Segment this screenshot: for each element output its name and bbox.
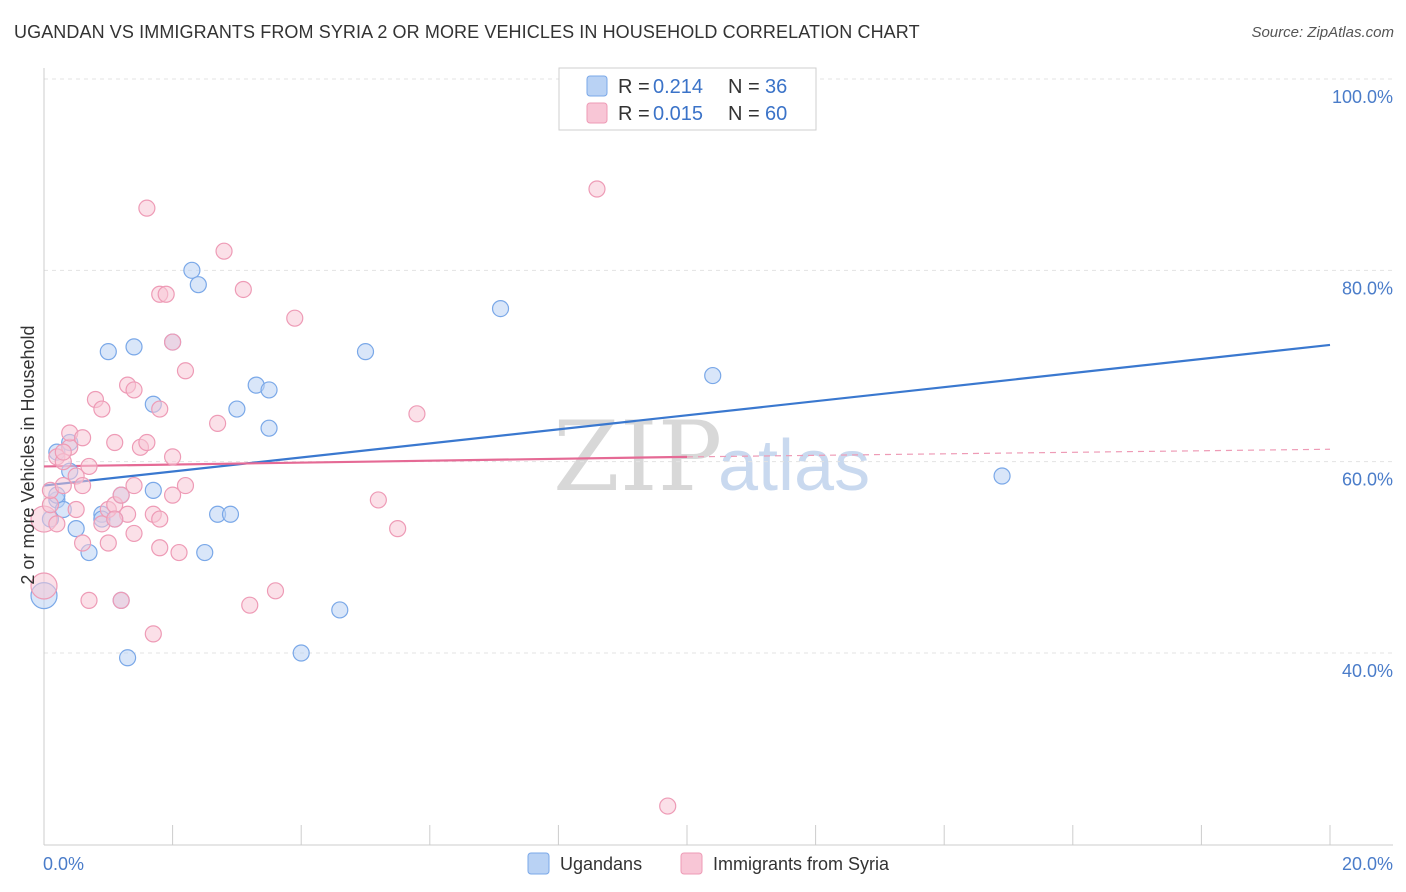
point-syria bbox=[170, 543, 188, 562]
y-axis-label: 2 or more Vehicles in Household bbox=[18, 325, 38, 584]
point-syria bbox=[80, 457, 98, 476]
point-syria bbox=[112, 486, 130, 504]
point-ugandans bbox=[704, 366, 722, 385]
point-syria bbox=[176, 476, 195, 495]
point-ugandans bbox=[331, 601, 349, 619]
point-syria bbox=[369, 491, 387, 509]
point-ugandans bbox=[260, 419, 278, 437]
watermark-atlas: atlas bbox=[718, 426, 870, 506]
legend: R = 0.214 N = 36 R = 0.015 N = 60 bbox=[558, 67, 817, 131]
point-syria bbox=[138, 433, 156, 452]
legend-r-label-1: R = bbox=[618, 76, 650, 98]
point-syria bbox=[138, 199, 156, 217]
legend-r-value-1: 0.214 bbox=[653, 76, 703, 98]
trend-line-ugandans bbox=[43, 343, 1331, 487]
point-syria bbox=[151, 510, 169, 528]
legend-r-label-2: R = bbox=[618, 103, 650, 125]
source-credit: Source: ZipAtlas.com bbox=[1251, 24, 1394, 41]
point-syria bbox=[144, 625, 162, 643]
point-syria bbox=[48, 515, 66, 533]
legend-swatch-ugandans bbox=[586, 75, 608, 97]
point-ugandans bbox=[491, 300, 510, 318]
point-syria bbox=[41, 496, 60, 514]
point-syria bbox=[209, 414, 227, 432]
point-syria bbox=[93, 400, 111, 418]
legend-n-value-1: 36 bbox=[765, 76, 787, 98]
point-syria bbox=[266, 582, 285, 600]
point-syria bbox=[176, 362, 195, 380]
point-syria bbox=[125, 476, 143, 495]
point-ugandans bbox=[144, 481, 162, 499]
point-ugandans bbox=[189, 276, 207, 294]
point-syria bbox=[73, 429, 92, 447]
point-syria bbox=[164, 448, 182, 466]
point-syria bbox=[30, 572, 58, 600]
point-syria bbox=[151, 539, 169, 557]
y-tick-label: 60.0% bbox=[1342, 470, 1393, 490]
gridlines bbox=[44, 78, 1393, 654]
point-ugandans bbox=[228, 400, 246, 418]
point-syria bbox=[659, 797, 677, 815]
point-ugandans bbox=[183, 261, 201, 279]
legend-swatch-syria bbox=[586, 102, 608, 124]
bottom-legend-swatch-syria bbox=[680, 852, 703, 875]
point-syria bbox=[106, 433, 124, 452]
point-syria bbox=[215, 242, 233, 260]
point-ugandans bbox=[67, 520, 85, 538]
trend-line-syria bbox=[43, 455, 688, 468]
x-tick-max: 20.0% bbox=[1342, 854, 1393, 874]
point-syria bbox=[389, 520, 407, 538]
point-syria bbox=[241, 596, 259, 614]
point-syria bbox=[106, 510, 124, 528]
point-syria bbox=[588, 180, 606, 198]
data-points bbox=[30, 180, 1011, 815]
point-ugandans bbox=[356, 343, 375, 361]
point-syria bbox=[164, 486, 182, 504]
bottom-legend-ugandans: Ugandans bbox=[560, 854, 642, 874]
point-syria bbox=[80, 591, 98, 609]
point-syria bbox=[125, 524, 143, 543]
legend-n-label-1: N = bbox=[728, 76, 760, 98]
point-ugandans bbox=[260, 381, 278, 399]
point-ugandans bbox=[125, 338, 143, 356]
trend-line-syria-extension bbox=[686, 448, 1331, 458]
point-syria bbox=[408, 405, 426, 423]
legend-n-value-2: 60 bbox=[765, 103, 787, 125]
point-ugandans bbox=[99, 343, 117, 361]
y-tick-label: 40.0% bbox=[1342, 661, 1393, 681]
point-syria bbox=[125, 381, 143, 399]
axes bbox=[43, 68, 1393, 846]
point-syria bbox=[112, 591, 130, 609]
point-syria bbox=[157, 285, 175, 303]
point-syria bbox=[286, 309, 304, 327]
point-ugandans bbox=[118, 649, 137, 667]
point-syria bbox=[164, 333, 182, 351]
legend-r-value-2: 0.015 bbox=[653, 103, 703, 125]
point-syria bbox=[73, 476, 92, 495]
y-tick-label: 100.0% bbox=[1332, 87, 1393, 107]
point-syria bbox=[234, 280, 252, 299]
chart-title: UGANDAN VS IMMIGRANTS FROM SYRIA 2 OR MO… bbox=[14, 22, 920, 42]
point-syria bbox=[67, 500, 85, 519]
point-ugandans bbox=[292, 644, 310, 662]
y-tick-label: 80.0% bbox=[1342, 278, 1393, 298]
legend-n-label-2: N = bbox=[728, 103, 760, 125]
point-syria bbox=[151, 400, 169, 418]
point-syria bbox=[54, 476, 72, 495]
point-ugandans bbox=[221, 505, 240, 523]
point-syria bbox=[99, 534, 117, 552]
x-tick-min: 0.0% bbox=[43, 854, 84, 874]
point-syria bbox=[54, 443, 72, 461]
point-ugandans bbox=[196, 543, 214, 562]
bottom-legend-syria: Immigrants from Syria bbox=[713, 854, 890, 874]
bottom-legend-swatch-ugandans bbox=[527, 852, 550, 875]
bottom-legend: Ugandans Immigrants from Syria bbox=[527, 852, 890, 875]
point-syria bbox=[73, 534, 92, 552]
point-ugandans bbox=[993, 467, 1011, 485]
trend-lines bbox=[43, 343, 1331, 487]
